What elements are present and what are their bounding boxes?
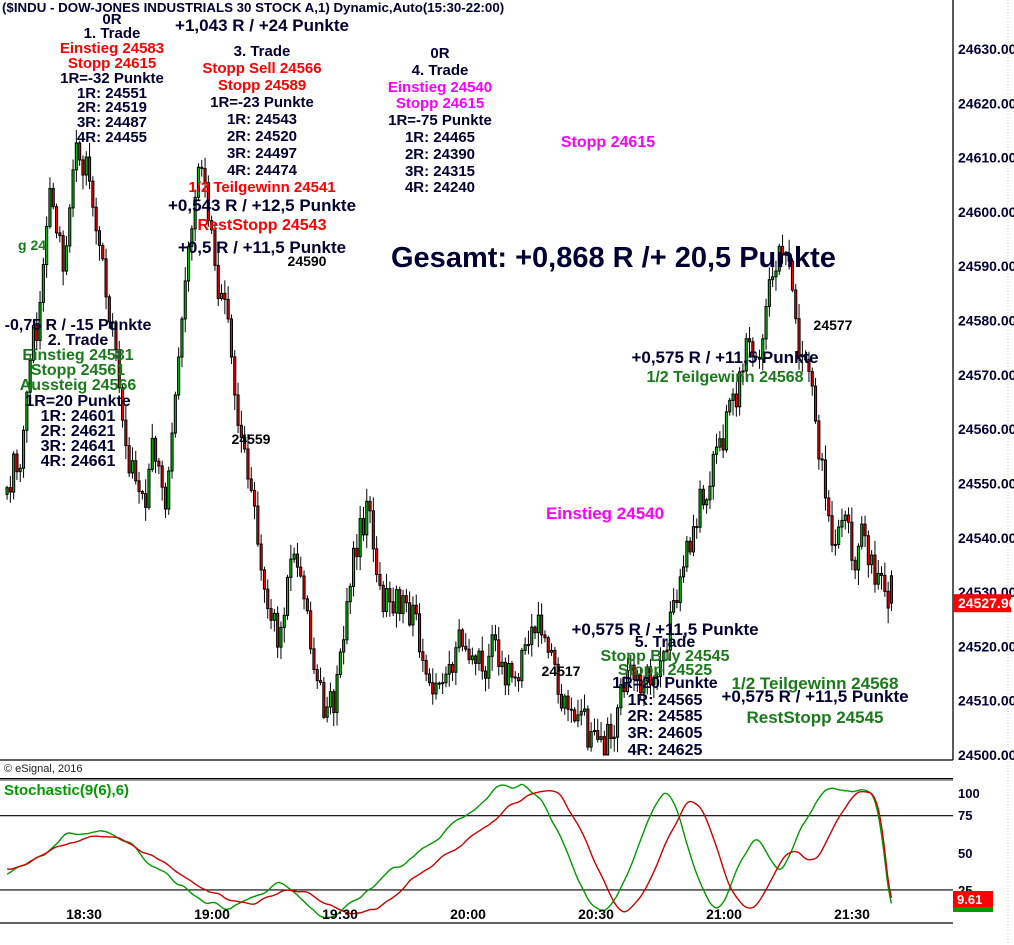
svg-text:9.61: 9.61 xyxy=(957,892,982,907)
svg-text:50: 50 xyxy=(958,846,972,861)
svg-text:24590.00: 24590.00 xyxy=(958,258,1014,274)
svg-text:24520.00: 24520.00 xyxy=(958,638,1014,654)
svg-text:24527.96: 24527.96 xyxy=(958,595,1014,611)
svg-text:24580.00: 24580.00 xyxy=(958,313,1014,329)
svg-text:21:00: 21:00 xyxy=(706,906,742,922)
svg-text:($INDU - DOW-JONES INDUSTRIALS: ($INDU - DOW-JONES INDUSTRIALS 30 STOCK … xyxy=(2,0,504,15)
svg-text:24559: 24559 xyxy=(232,431,271,447)
svg-text:24600.00: 24600.00 xyxy=(958,204,1014,220)
svg-text:20:00: 20:00 xyxy=(450,906,486,922)
svg-text:19:30: 19:30 xyxy=(322,906,358,922)
svg-text:20:30: 20:30 xyxy=(578,906,614,922)
svg-text:24517: 24517 xyxy=(542,663,581,679)
svg-text:© eSignal, 2016: © eSignal, 2016 xyxy=(4,763,82,775)
svg-text:24550.00: 24550.00 xyxy=(958,476,1014,492)
svg-text:Stochastic(9(6),6): Stochastic(9(6),6) xyxy=(4,782,129,799)
svg-text:24510.00: 24510.00 xyxy=(958,693,1014,709)
svg-text:19:00: 19:00 xyxy=(194,906,230,922)
svg-text:24540.00: 24540.00 xyxy=(958,530,1014,546)
svg-text:75: 75 xyxy=(958,808,972,823)
svg-text:21:30: 21:30 xyxy=(834,906,870,922)
svg-text:24610.00: 24610.00 xyxy=(958,150,1014,166)
svg-text:24560.00: 24560.00 xyxy=(958,421,1014,437)
svg-text:100: 100 xyxy=(958,786,980,801)
svg-text:g 24: g 24 xyxy=(18,237,46,253)
svg-text:24577: 24577 xyxy=(814,317,853,333)
svg-text:24570.00: 24570.00 xyxy=(958,367,1014,383)
svg-text:18:30: 18:30 xyxy=(66,906,102,922)
svg-text:24620.00: 24620.00 xyxy=(958,95,1014,111)
svg-text:24630.00: 24630.00 xyxy=(958,41,1014,57)
svg-text:24500.00: 24500.00 xyxy=(958,747,1014,763)
